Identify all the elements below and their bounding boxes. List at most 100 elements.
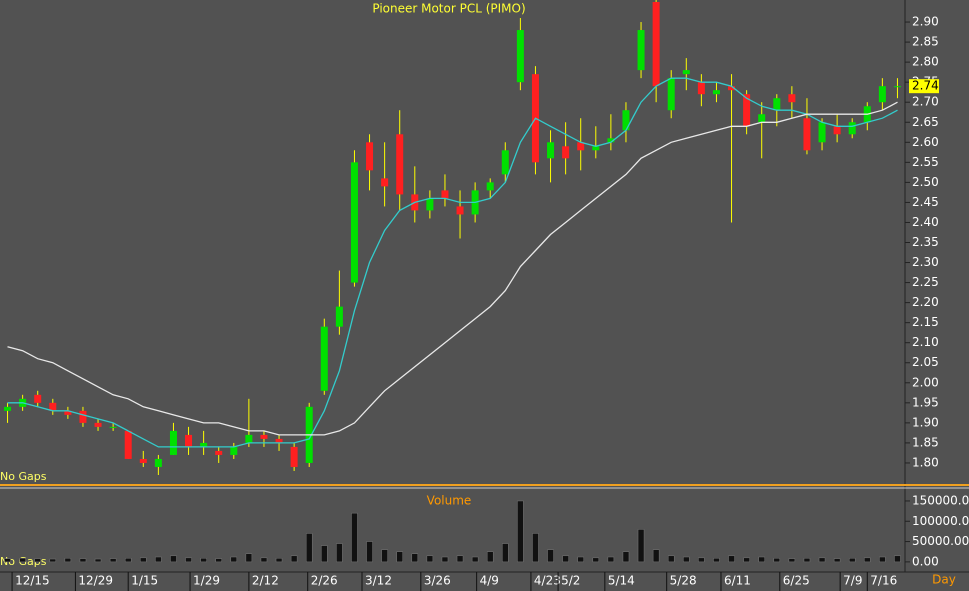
volume-bar	[109, 558, 117, 563]
candle-body	[4, 406, 12, 411]
last-price-box	[909, 79, 939, 94]
y-tick-label: 2.20	[912, 295, 939, 309]
candle-body	[788, 94, 796, 103]
y-tick-label: 2.45	[912, 195, 939, 209]
candle-body	[34, 394, 42, 403]
y-tick-label: 2.15	[912, 315, 939, 329]
candle-body	[516, 30, 524, 83]
volume-bar	[321, 545, 328, 563]
candle-body	[64, 410, 72, 415]
volume-y-tick-label: 100000.00	[912, 514, 969, 528]
candle-body	[712, 90, 720, 95]
volume-bar	[486, 551, 494, 563]
volume-bar	[456, 555, 464, 563]
candle-body	[124, 430, 132, 459]
candle-body	[652, 2, 660, 87]
volume-bar	[577, 556, 584, 563]
volume-bar	[49, 558, 57, 563]
volume-bar	[411, 553, 419, 563]
volume-y-tick-label: 50000.00	[912, 534, 969, 548]
candle-body	[562, 146, 570, 159]
volume-bar	[200, 557, 207, 563]
volume-bar	[803, 557, 811, 563]
volume-bar	[864, 557, 871, 563]
candle-body	[139, 458, 147, 463]
moving-average	[7, 101, 898, 436]
volume-bar	[19, 557, 26, 563]
y-tick-label: 2.65	[912, 115, 939, 129]
candle-body	[260, 434, 268, 439]
x-tick-label: 4/9	[480, 574, 499, 588]
y-tick-label: 2.90	[912, 15, 939, 29]
candle-body	[758, 114, 766, 123]
candle-body	[728, 86, 736, 91]
price-note: No Gaps	[0, 470, 47, 483]
volume-bar	[622, 551, 630, 563]
candle-body	[818, 122, 826, 143]
candle-body	[396, 134, 404, 195]
volume-title: Volume	[427, 494, 472, 508]
candle-body	[441, 190, 449, 199]
candle-body	[456, 206, 464, 215]
candle-body	[486, 182, 494, 191]
volume-bar	[140, 557, 147, 563]
volume-bar	[396, 551, 403, 563]
volume-bar	[848, 557, 856, 563]
x-tick-label: 1/29	[193, 574, 220, 588]
candle-body	[637, 30, 645, 71]
y-tick-label: 2.80	[912, 55, 939, 69]
candle-body	[275, 438, 283, 443]
candle-body	[547, 142, 555, 159]
candle-body	[335, 306, 343, 327]
volume-bar	[336, 543, 343, 563]
candle-body	[592, 146, 600, 151]
x-axis-label: Day	[932, 573, 956, 587]
y-tick-label: 2.55	[912, 155, 939, 169]
volume-bar	[124, 557, 132, 563]
last-price-label: 2.74	[912, 79, 939, 93]
volume-bar	[667, 555, 675, 563]
volume-bar	[698, 557, 705, 563]
volume-bar	[260, 557, 268, 563]
candle-body	[803, 118, 811, 151]
y-tick-label: 2.05	[912, 355, 939, 369]
x-tick-label: 7/16	[870, 574, 897, 588]
x-tick-label: 3/26	[424, 574, 451, 588]
x-tick-label: 5/14	[608, 574, 635, 588]
volume-bar	[743, 557, 750, 563]
candle-body	[667, 78, 675, 111]
candle-body	[200, 442, 208, 447]
candle-body	[607, 138, 615, 143]
x-tick-label: 12/15	[15, 574, 50, 588]
volume-bar	[773, 557, 781, 563]
x-tick-label: 1/15	[131, 574, 158, 588]
y-tick-label: 2.00	[912, 375, 939, 389]
volume-bar	[592, 557, 600, 563]
candle-body	[773, 98, 781, 111]
y-tick-label: 2.10	[912, 335, 939, 349]
volume-y-tick-label: 0.00	[912, 554, 939, 568]
volume-bar	[64, 557, 72, 563]
volume-y-tick-label: 150000.00	[912, 493, 969, 507]
candle-body	[697, 82, 705, 95]
y-tick-label: 1.90	[912, 415, 939, 429]
y-tick-label: 2.60	[912, 135, 939, 149]
x-tick-label: 7/9	[843, 574, 862, 588]
volume-bar	[532, 533, 539, 563]
y-tick-label: 1.85	[912, 435, 939, 449]
candle-body	[185, 434, 193, 447]
candle-body	[230, 446, 238, 455]
candle-body	[290, 446, 298, 467]
candle-body	[320, 326, 328, 391]
chart-title: Pioneer Motor PCL (PIMO)	[372, 2, 525, 16]
y-tick-label: 1.80	[912, 455, 939, 469]
y-tick-label: 2.25	[912, 275, 939, 289]
candle-body	[501, 150, 509, 175]
volume-bar	[471, 556, 479, 563]
volume-bar	[728, 555, 735, 563]
x-tick-label: 3/12	[365, 574, 392, 588]
candle-body	[833, 126, 841, 135]
candle-body	[49, 402, 57, 411]
volume-bar	[155, 556, 162, 563]
volume-bar	[34, 558, 41, 563]
